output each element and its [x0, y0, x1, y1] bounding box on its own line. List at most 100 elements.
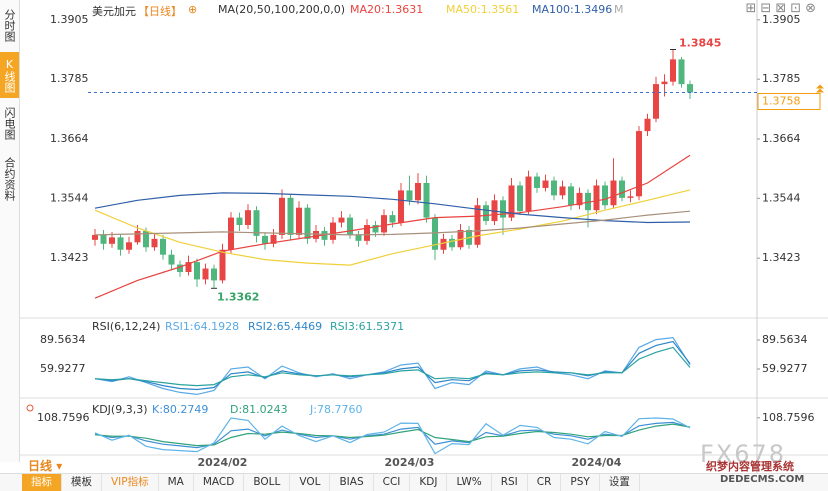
candle-body: [661, 81, 668, 85]
symbol: 美元加元: [92, 5, 136, 18]
candle: [551, 176, 557, 201]
candle: [542, 174, 549, 192]
toolbar-item[interactable]: CR: [528, 474, 562, 491]
series-line: [94, 154, 691, 299]
toolbar-item[interactable]: RSI: [492, 474, 528, 491]
candle-body: [109, 237, 115, 244]
period-text: 日线: [28, 459, 53, 473]
legend-entry: MA50:1.3561: [446, 3, 519, 16]
candle-body: [117, 237, 124, 250]
sidebar-tab[interactable]: 闪电图: [3, 106, 16, 140]
candle: [500, 196, 506, 235]
y-tick-label: 108.7596: [37, 411, 90, 424]
candle-body: [330, 222, 336, 240]
y-tick-label: 1.3544: [50, 191, 89, 204]
candle: [636, 126, 642, 201]
candle: [602, 181, 608, 210]
y-tick-label: 59.9277: [40, 362, 86, 375]
indicator-title: KDJ(9,3,3): [92, 403, 148, 416]
candle-body: [202, 268, 209, 280]
candle-body: [568, 186, 574, 206]
toolbar-item[interactable]: MA: [159, 474, 194, 491]
candle-body: [398, 190, 404, 223]
y-tick-label: 1.3664: [762, 132, 801, 145]
toolbar-item[interactable]: BIAS: [330, 474, 374, 491]
toolbar-item[interactable]: KDJ: [410, 474, 448, 491]
candle-body: [687, 84, 693, 93]
candle-body: [619, 180, 625, 198]
candle-body: [627, 196, 634, 198]
candle: [219, 243, 226, 284]
candle: [168, 249, 175, 271]
candle: [143, 227, 149, 252]
window-icons[interactable]: ⊞⊟⊠⊡⊗: [745, 1, 820, 16]
candle-body: [211, 268, 217, 281]
candle: [262, 232, 268, 250]
legend-entry: MA20:1.3631: [350, 3, 423, 16]
toolbar-item[interactable]: CCI: [374, 474, 411, 491]
series-line: [94, 423, 691, 447]
candle: [236, 212, 243, 231]
candle-body: [355, 234, 362, 241]
candle-body: [160, 238, 166, 255]
candle-body: [551, 180, 557, 196]
candle: [185, 255, 192, 276]
sidebar-tab[interactable]: 分时图: [3, 8, 16, 42]
toolbar-item[interactable]: PSY: [561, 474, 600, 491]
series-line: [94, 346, 691, 387]
candle-body: [168, 254, 175, 265]
toolbar-item[interactable]: 模板: [62, 474, 102, 491]
y-tick-label: 1.3664: [50, 132, 89, 145]
legend-entry: RSI2:65.4469: [248, 320, 322, 333]
legend-entry: K:80.2749: [152, 403, 208, 416]
candle-body: [313, 230, 319, 239]
candle-body: [610, 180, 617, 206]
candle: [117, 233, 124, 256]
toolbar-item[interactable]: MACD: [194, 474, 245, 491]
toolbar-item[interactable]: BOLL: [244, 474, 291, 491]
series-line: [94, 340, 691, 391]
candle-body: [245, 210, 251, 226]
candle-body: [474, 205, 481, 245]
candle: [194, 258, 200, 287]
period-selector[interactable]: 日线 ▾: [28, 459, 63, 473]
candle: [432, 214, 438, 261]
series-line: [94, 210, 691, 236]
toolbar-item[interactable]: VIP指标: [102, 474, 159, 491]
candle: [389, 211, 396, 228]
candle: [398, 182, 404, 227]
high-label: 1.3845: [679, 36, 721, 49]
candle: [627, 190, 634, 203]
candle-body: [636, 131, 642, 197]
series-line: [94, 417, 691, 455]
legend-entry: MA100:1.3496: [532, 3, 612, 16]
candle: [449, 234, 455, 251]
candle-body: [602, 185, 608, 206]
candle: [177, 260, 183, 277]
candle: [279, 189, 285, 239]
sidebar: 分时图 K线图闪电图合约资料: [0, 0, 20, 462]
candle: [559, 180, 566, 200]
toolbar-item[interactable]: LW%: [447, 474, 492, 491]
y-tick-label: 1.3423: [50, 251, 89, 264]
period-label[interactable]: 【日线】: [138, 5, 182, 18]
candle-body: [653, 84, 659, 119]
add-icon[interactable]: ⊕: [188, 3, 198, 16]
low-label: 1.3362: [217, 290, 259, 303]
legend-entry: RSI3:61.5371: [330, 320, 404, 333]
candle-body: [219, 249, 226, 281]
toolbar-item[interactable]: 指标: [22, 474, 62, 491]
watermark: FX678 织梦内容管理系统 DEDECMS.COM: [700, 440, 828, 485]
candle-body: [304, 207, 311, 239]
toolbar-item[interactable]: 设置: [600, 474, 640, 491]
toolbar-item[interactable]: VOL: [290, 474, 331, 491]
candle: [423, 175, 430, 223]
candle-body: [576, 192, 583, 206]
candle: [126, 236, 132, 254]
candle-body: [296, 207, 302, 235]
candle-body: [508, 185, 515, 218]
sidebar-tab[interactable]: 合约资料: [3, 157, 16, 201]
candle: [661, 74, 668, 97]
candle: [474, 197, 481, 248]
sidebar-tab[interactable]: K线图: [0, 52, 19, 98]
